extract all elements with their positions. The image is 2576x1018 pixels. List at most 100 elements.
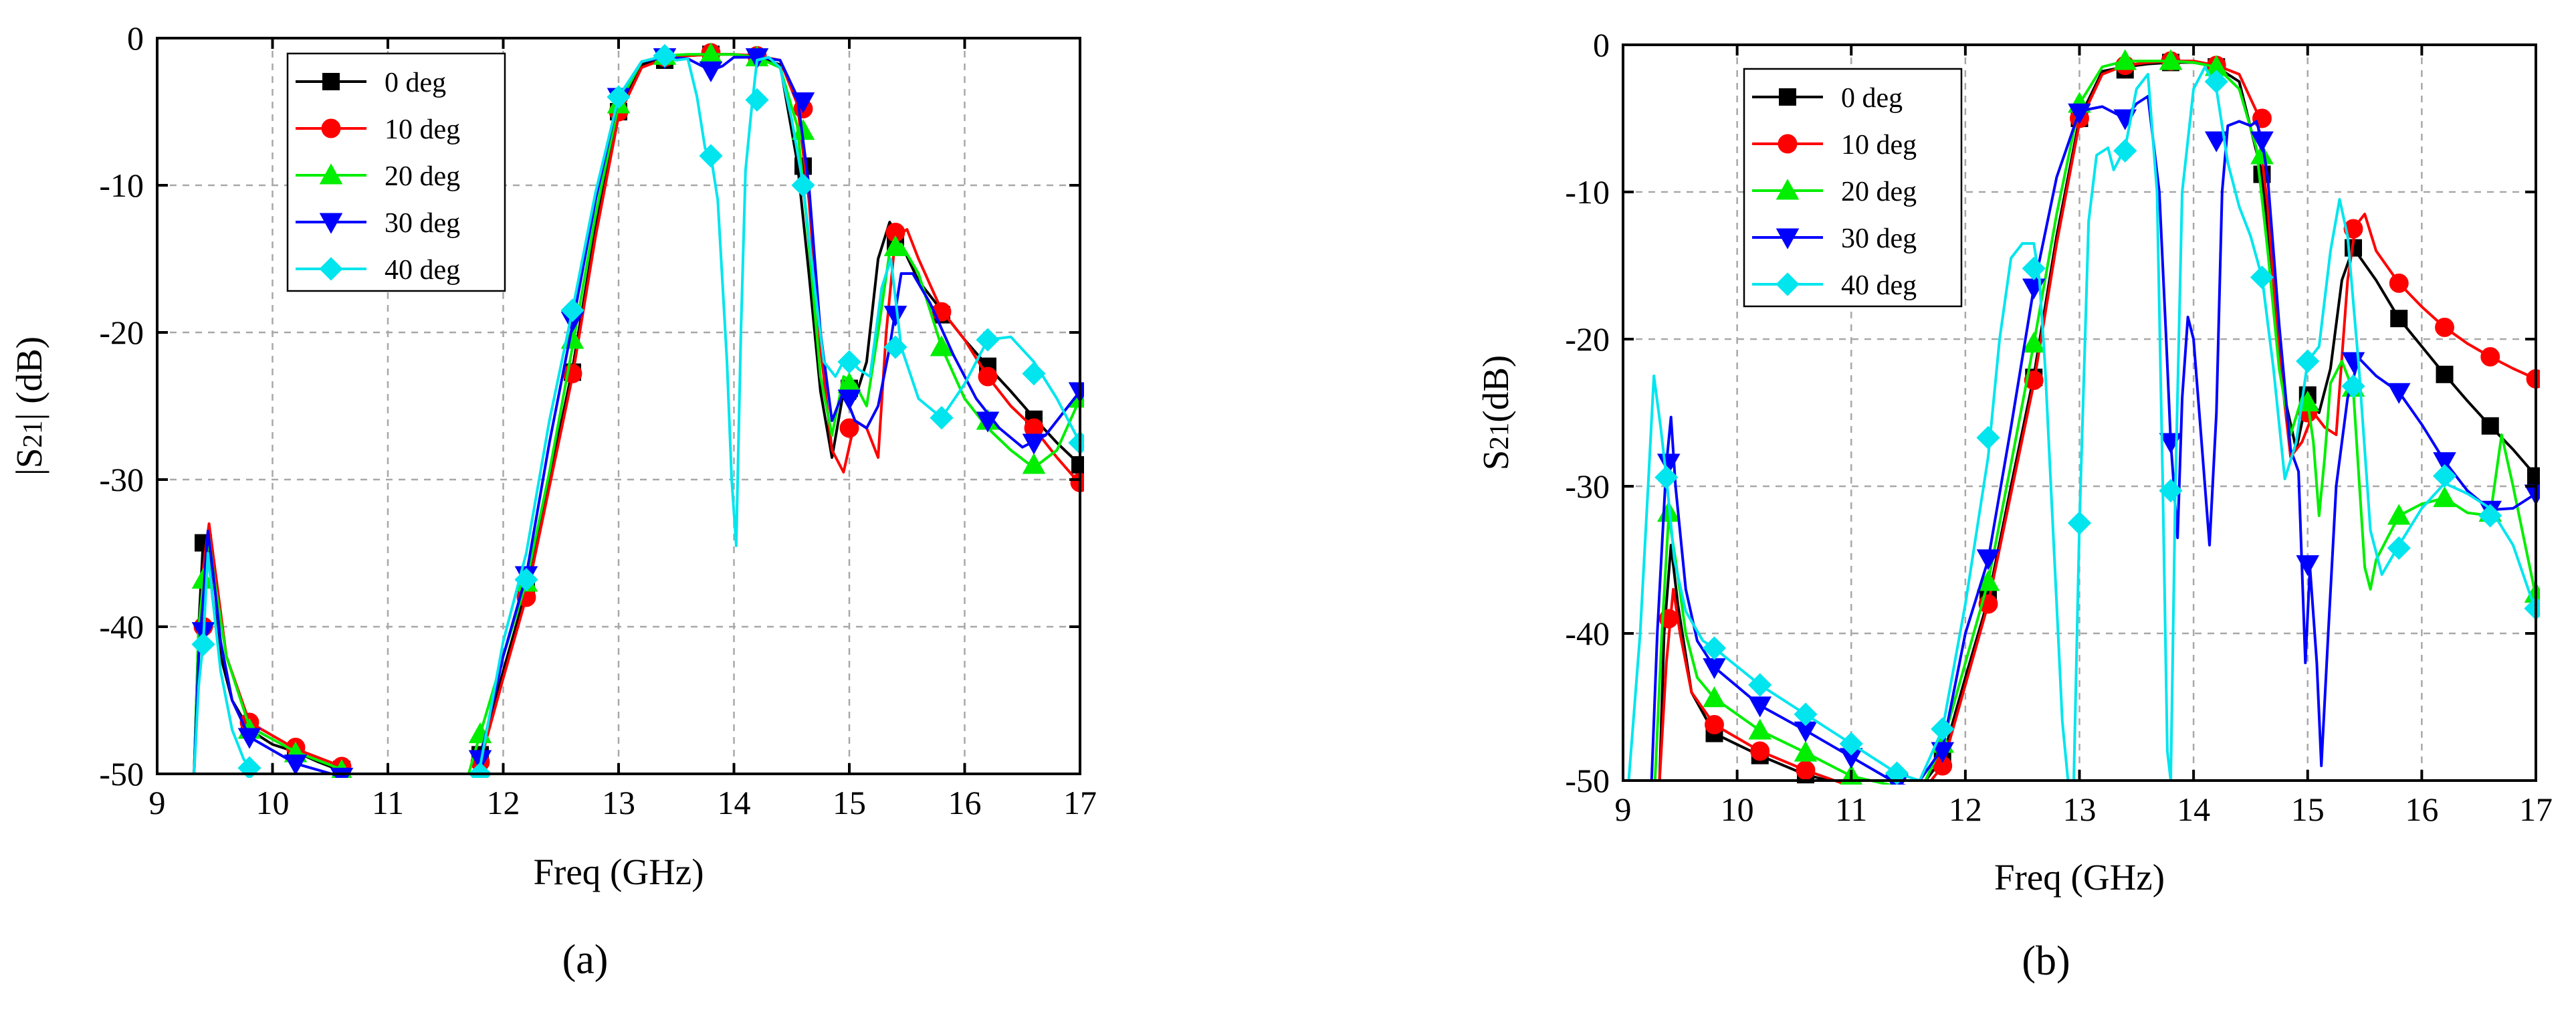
series-line-20-deg <box>193 537 348 775</box>
y-tick-label: -30 <box>99 461 144 498</box>
data-point-30-deg <box>976 411 1000 433</box>
data-point-20-deg <box>930 335 954 357</box>
data-point-30-deg <box>1022 433 1046 455</box>
series-group <box>191 42 1084 778</box>
data-point-40-deg <box>1748 673 1772 697</box>
data-point-30-deg <box>237 728 261 749</box>
data-point-40-deg <box>2022 256 2046 281</box>
legend-label: 40 deg <box>1841 270 1917 301</box>
data-point-30-deg <box>1931 742 1955 763</box>
data-point-10-deg <box>1705 714 1724 734</box>
legend-item-0-deg: 0 deg <box>296 68 446 98</box>
legend: 0 deg 10 deg 20 deg 30 deg 40 deg <box>1743 68 1963 308</box>
data-point-30-deg <box>2296 555 2320 577</box>
legend-item-30-deg: 30 deg <box>296 208 460 239</box>
data-point-40-deg <box>1702 636 1727 660</box>
data-point-30-deg <box>699 61 723 83</box>
data-point-20-deg <box>2159 49 2183 70</box>
legend-marker-10-deg <box>321 118 341 138</box>
data-point-20-deg <box>2022 331 2046 353</box>
data-point-40-deg <box>2204 70 2228 94</box>
series-line-10-deg <box>1930 60 2537 782</box>
legend-label: 0 deg <box>1841 83 1903 114</box>
legend-item-10-deg: 10 deg <box>1752 130 1917 161</box>
data-point-40-deg <box>2387 536 2411 561</box>
data-point-30-deg <box>791 92 815 114</box>
data-point-40-deg <box>2432 464 2457 488</box>
data-point-30-deg <box>1748 696 1772 718</box>
y-tick-label: -10 <box>99 167 144 204</box>
y-axis-label: |S21| (dB) <box>9 336 49 476</box>
y-tick-label: -20 <box>99 314 144 351</box>
data-point-10-deg <box>2435 317 2454 337</box>
legend-label: 40 deg <box>385 255 460 286</box>
x-tick-label: 15 <box>833 784 866 821</box>
legend: 0 deg 10 deg 20 deg 30 deg 40 deg <box>286 52 506 292</box>
legend-marker-10-deg <box>1778 134 1798 154</box>
legend-box <box>286 52 506 292</box>
data-point-40-deg <box>837 350 861 374</box>
data-point-40-deg <box>1839 732 1863 756</box>
x-tick-label: 13 <box>602 784 635 821</box>
x-tick-label: 13 <box>2063 791 2097 828</box>
data-point-40-deg <box>930 405 954 430</box>
data-point-40-deg <box>514 567 538 592</box>
legend-marker-20-deg <box>319 163 343 185</box>
legend-item-40-deg: 40 deg <box>1752 270 1917 301</box>
legend-item-10-deg: 10 deg <box>296 114 460 145</box>
x-tick-label: 17 <box>1063 784 1097 821</box>
legend-item-20-deg: 20 deg <box>296 161 460 192</box>
data-point-20-deg <box>2433 486 2456 508</box>
data-point-40-deg <box>2067 511 2092 535</box>
data-point-10-deg <box>2343 219 2363 239</box>
data-point-40-deg <box>1976 425 2000 450</box>
data-point-30-deg <box>2204 131 2228 152</box>
data-point-10-deg <box>2480 346 2500 367</box>
data-point-40-deg <box>2296 349 2320 373</box>
x-axis-label: Freq (GHz) <box>1994 857 2165 898</box>
y-tick-label: -40 <box>1565 615 1610 652</box>
x-tick-label: 9 <box>149 784 166 821</box>
data-point-30-deg <box>2387 383 2411 404</box>
data-point-30-deg <box>837 389 861 411</box>
data-point-10-deg <box>2389 273 2409 293</box>
data-point-10-deg <box>839 418 859 438</box>
data-point-30-deg <box>1976 549 2000 571</box>
data-point-20-deg <box>2387 504 2411 525</box>
legend-label: 30 deg <box>385 208 460 239</box>
data-point-20-deg <box>2113 49 2137 70</box>
legend-label: 10 deg <box>1841 130 1917 161</box>
series-line-30-deg <box>1918 95 2537 782</box>
data-point-0-deg <box>2481 417 2499 435</box>
grid-lines <box>157 38 1080 774</box>
data-point-10-deg <box>1750 741 1770 761</box>
legend-box <box>1743 68 1963 308</box>
legend-marker-0-deg <box>1779 88 1796 106</box>
x-tick-label: 15 <box>2291 791 2325 828</box>
data-point-40-deg <box>237 756 261 778</box>
data-point-40-deg <box>1885 761 1909 785</box>
data-point-40-deg <box>191 632 215 657</box>
legend-label: 0 deg <box>385 68 446 98</box>
legend-item-30-deg: 30 deg <box>1752 223 1917 254</box>
x-tick-label: 16 <box>948 784 982 821</box>
data-point-10-deg <box>2252 108 2272 128</box>
series-line-40-deg <box>193 552 257 775</box>
data-point-0-deg <box>2436 365 2454 383</box>
x-tick-label: 10 <box>1721 791 1754 828</box>
x-tick-label: 14 <box>718 784 751 821</box>
legend-item-40-deg: 40 deg <box>296 255 460 286</box>
data-point-40-deg <box>607 85 631 109</box>
legend-label: 20 deg <box>385 161 460 192</box>
data-point-40-deg <box>2341 374 2365 399</box>
data-point-10-deg <box>1796 760 1816 781</box>
data-point-30-deg <box>2433 452 2456 474</box>
y-tick-label: -20 <box>1565 320 1610 358</box>
data-point-10-deg <box>2024 371 2044 391</box>
x-tick-label: 11 <box>1835 791 1867 828</box>
data-point-20-deg <box>2250 143 2274 165</box>
x-tick-label: 9 <box>1615 791 1632 828</box>
data-point-20-deg <box>883 235 907 256</box>
data-point-40-deg <box>883 335 907 359</box>
series-line-20-deg <box>1653 514 1895 785</box>
